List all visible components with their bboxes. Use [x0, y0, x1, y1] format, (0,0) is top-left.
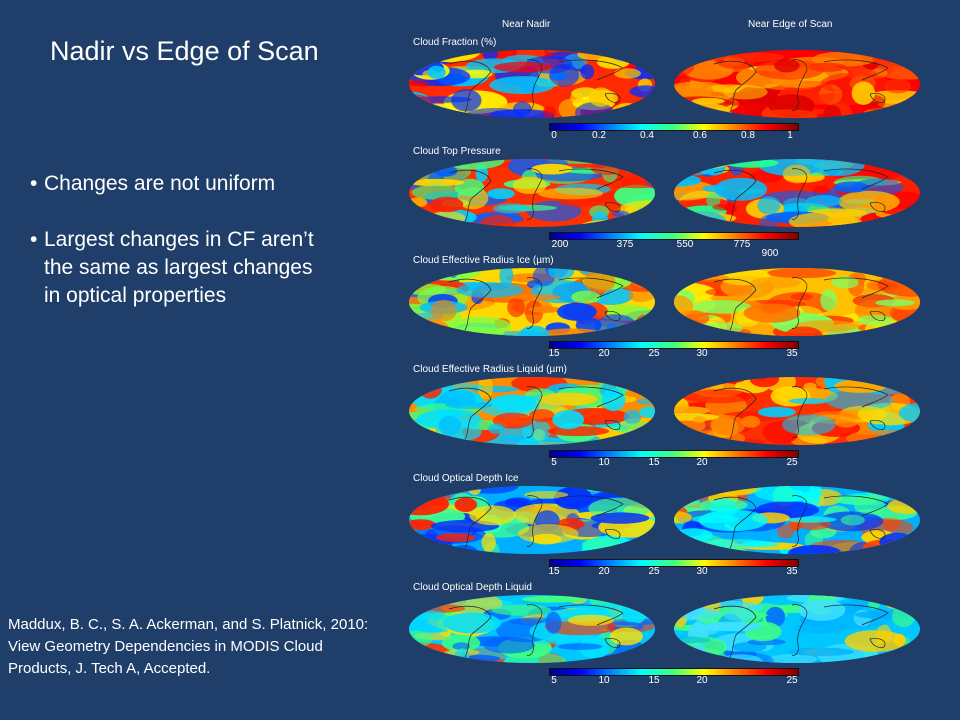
global-map-image	[674, 595, 920, 663]
colorbar-tick-label: 30	[696, 348, 708, 359]
colorbar-ticks: 200 375 550 775 900	[542, 239, 800, 259]
bullet-item: Changes are not uniform	[30, 170, 330, 198]
colorbar-tick-label: 35	[786, 566, 798, 577]
colorbar-tick-label: 15	[648, 457, 660, 468]
colorbar-tick-label: 30	[696, 566, 708, 577]
colorbar-tick-label: 1	[787, 130, 793, 141]
colorbar-tick-label: 0	[551, 130, 557, 141]
colorbar-tick-label: 550	[676, 239, 694, 250]
colorbar	[549, 232, 799, 240]
colorbar-tick-label: 15	[548, 348, 560, 359]
bullet-item: Largest changes in CF aren’t the same as…	[30, 226, 330, 310]
panel-label: Cloud Effective Radius Ice (µm)	[413, 255, 554, 266]
colorbar-ticks: 15 20 25 30 35	[542, 348, 800, 362]
global-map-image	[674, 486, 920, 554]
global-map-image	[409, 268, 655, 336]
colorbar-tick-label: 25	[786, 675, 798, 686]
global-map-image	[409, 377, 655, 445]
colorbar-tick-label: 20	[598, 348, 610, 359]
colorbar-tick-label: 900	[761, 248, 779, 259]
colorbar-tick-label: 375	[616, 239, 634, 250]
colorbar-tick-label: 15	[648, 675, 660, 686]
panel-label: Cloud Optical Depth Ice	[413, 473, 519, 484]
global-map-image	[674, 268, 920, 336]
global-map-image	[674, 159, 920, 227]
colorbar-tick-label: 10	[598, 457, 610, 468]
global-map-image	[674, 50, 920, 118]
panel-label: Cloud Optical Depth Liquid	[413, 582, 532, 593]
panel-label: Cloud Fraction (%)	[413, 37, 497, 48]
global-map-image	[409, 159, 655, 227]
colorbar-tick-label: 20	[696, 675, 708, 686]
colorbar	[549, 668, 799, 676]
colorbar	[549, 123, 799, 131]
colorbar-tick-label: 15	[548, 566, 560, 577]
colorbar-ticks: 15 20 25 30 35	[542, 566, 800, 580]
colorbar-tick-label: 5	[551, 457, 557, 468]
colorbar-tick-label: 35	[786, 348, 798, 359]
colorbar-tick-label: 10	[598, 675, 610, 686]
colorbar-tick-label: 5	[551, 675, 557, 686]
global-map-image	[674, 377, 920, 445]
colorbar-ticks: 5 10 15 20 25	[542, 457, 800, 471]
colorbar-tick-label: 0.4	[640, 130, 654, 141]
colorbar-tick-label: 775	[733, 239, 751, 250]
panel-label: Cloud Top Pressure	[413, 146, 501, 157]
colorbar-tick-label: 20	[598, 566, 610, 577]
colorbar-tick-label: 20	[696, 457, 708, 468]
colorbar	[549, 450, 799, 458]
citation: Maddux, B. C., S. A. Ackerman, and S. Pl…	[8, 616, 369, 677]
colorbar	[549, 341, 799, 349]
colorbar-ticks: 5 10 15 20 25	[542, 675, 800, 689]
colorbar-tick-label: 0.6	[693, 130, 707, 141]
colorbar-tick-label: 0.8	[741, 130, 755, 141]
slide-title: Nadir vs Edge of Scan	[50, 36, 319, 66]
column-header-nadir: Near Nadir	[502, 19, 551, 30]
colorbar-tick-label: 25	[648, 566, 660, 577]
colorbar-tick-label: 25	[648, 348, 660, 359]
global-map-image	[409, 595, 655, 663]
colorbar-ticks: 0 0.2 0.4 0.6 0.8 1	[542, 130, 800, 144]
bullet-list: Changes are not uniform Largest changes …	[30, 170, 330, 338]
colorbar-tick-label: 200	[551, 239, 569, 250]
global-map-image	[409, 486, 655, 554]
panel-label: Cloud Effective Radius Liquid (µm)	[413, 364, 567, 375]
column-header-edge: Near Edge of Scan	[748, 19, 833, 30]
colorbar-tick-label: 25	[786, 457, 798, 468]
global-map-image	[409, 50, 655, 118]
colorbar	[549, 559, 799, 567]
colorbar-tick-label: 0.2	[592, 130, 606, 141]
